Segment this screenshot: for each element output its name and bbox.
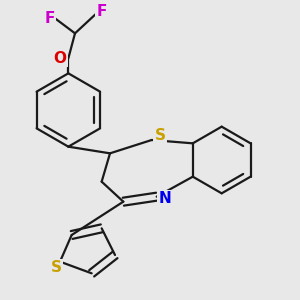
Text: F: F: [45, 11, 55, 26]
Text: O: O: [53, 51, 67, 66]
Text: F: F: [97, 4, 107, 19]
Text: N: N: [159, 191, 171, 206]
Text: S: S: [51, 260, 62, 275]
Text: S: S: [154, 128, 166, 143]
